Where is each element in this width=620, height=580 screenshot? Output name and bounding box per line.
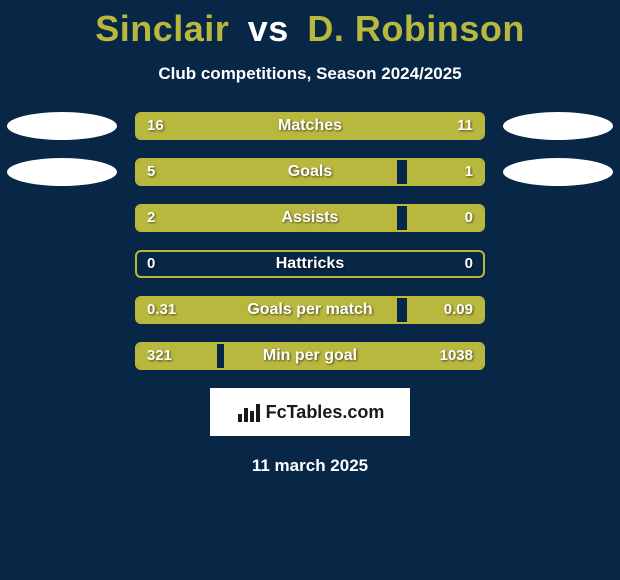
stat-label: Goals per match [135,296,485,324]
stat-row: 51Goals [135,158,485,186]
logo-text: FcTables.com [266,402,385,423]
vs-separator: vs [248,8,289,49]
team-placeholder-left [7,112,117,140]
bar-chart-icon [236,400,260,424]
stat-row: 00Hattricks [135,250,485,278]
player2-name: D. Robinson [307,8,524,49]
team-placeholder-left [7,158,117,186]
comparison-title: Sinclair vs D. Robinson [0,0,620,50]
date-label: 11 march 2025 [0,456,620,476]
stat-row: 20Assists [135,204,485,232]
stat-row: 0.310.09Goals per match [135,296,485,324]
stat-label: Goals [135,158,485,186]
stat-label: Assists [135,204,485,232]
stat-label: Hattricks [135,250,485,278]
stats-chart: 1611Matches 51Goals 20Assists 00Hattricks 0.… [0,112,620,370]
team-placeholder-right [503,112,613,140]
stat-row: 3211038Min per goal [135,342,485,370]
stat-label: Min per goal [135,342,485,370]
stat-label: Matches [135,112,485,140]
logo-box: FcTables.com [210,388,410,436]
team-placeholder-right [503,158,613,186]
player1-name: Sinclair [95,8,229,49]
stat-row: 1611Matches [135,112,485,140]
subtitle: Club competitions, Season 2024/2025 [0,64,620,84]
